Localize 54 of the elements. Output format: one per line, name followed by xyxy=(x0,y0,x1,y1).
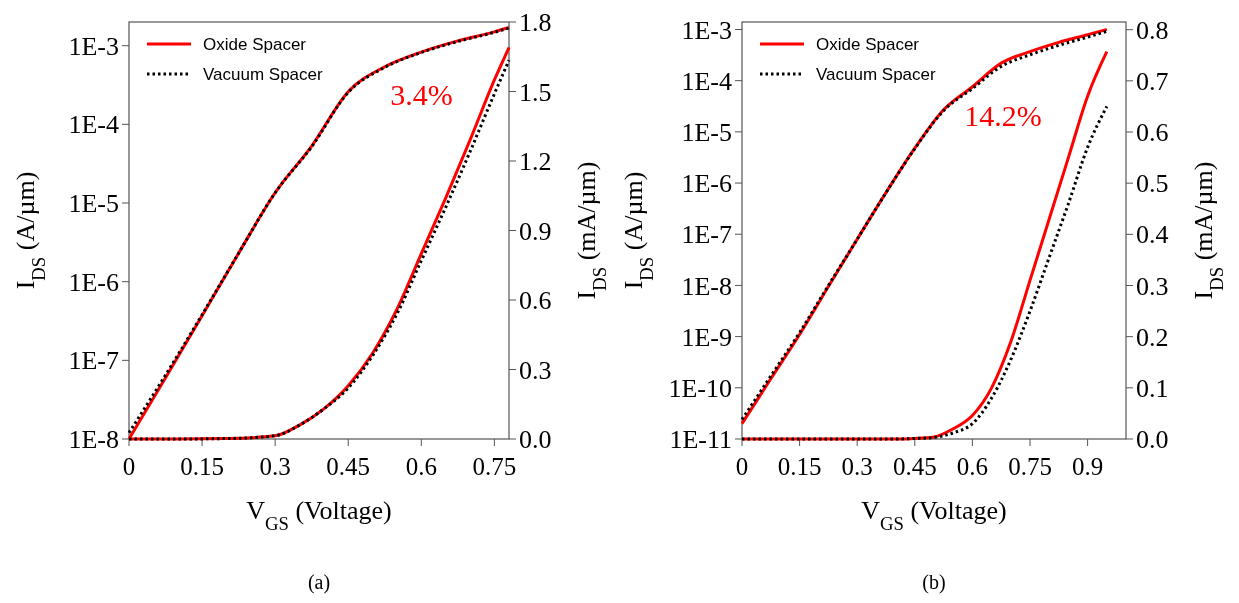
y2-tick-label: 0.9 xyxy=(519,216,552,246)
y2-tick-label: 0.2 xyxy=(1136,322,1169,352)
y2-tick-label: 0.6 xyxy=(1136,118,1169,148)
x-tick-label: 0.15 xyxy=(777,453,822,480)
y-tick-label: 1E-8 xyxy=(68,425,119,455)
annotation: 14.2% xyxy=(964,99,1042,133)
x-tick-label: 0.45 xyxy=(892,453,937,480)
y2-tick-label: 0.0 xyxy=(519,425,552,455)
legend-label: Vacuum Spacer xyxy=(816,64,937,84)
y2-tick-label: 0.1 xyxy=(1136,373,1169,403)
y2-tick-label: 0.3 xyxy=(519,355,552,385)
y-tick-label: 1E-4 xyxy=(68,110,119,140)
x-tick-label: 0.3 xyxy=(841,453,873,480)
y2-tick-label: 0.8 xyxy=(1136,15,1169,45)
y2-tick-label: 0.4 xyxy=(1136,220,1169,250)
y2-tick-label: 0.6 xyxy=(519,286,552,316)
text: (a) xyxy=(307,571,331,594)
y-tick-label: 1E-3 xyxy=(68,31,119,61)
x-tick-label: 0.15 xyxy=(180,453,224,480)
x-tick-label: 0.6 xyxy=(956,453,989,480)
x-tick-label: 0.75 xyxy=(472,453,517,480)
x-tick-label: 0 xyxy=(122,453,136,480)
y2-tick-label: 0.0 xyxy=(1136,425,1169,455)
x-axis-title: V$_{GS}$ (Voltage) xyxy=(861,496,1007,534)
text: (b) xyxy=(922,571,946,594)
x-tick-label: 0.9 xyxy=(1071,453,1104,480)
y-tick-label: 1E-11 xyxy=(669,425,732,455)
y2-tick-label: 0.7 xyxy=(1136,66,1169,96)
legend-label: Vacuum Spacer xyxy=(203,64,324,84)
y2-tick-label: 1.8 xyxy=(519,8,552,38)
x-tick-label: 0.6 xyxy=(405,453,437,480)
y-tick-label: 1E-7 xyxy=(681,220,732,250)
x-tick-label: 0 xyxy=(735,453,749,480)
x-axis-title: V$_{GS}$ (Voltage) xyxy=(246,496,392,534)
y-tick-label: 1E-6 xyxy=(68,267,119,297)
y-tick-label: 1E-3 xyxy=(681,15,732,45)
legend-label: Oxide Spacer xyxy=(816,34,920,54)
x-tick-label: 0.75 xyxy=(1008,453,1052,480)
legend-label: Oxide Spacer xyxy=(203,34,307,54)
y-tick-label: 1E-9 xyxy=(681,322,732,352)
y-tick-label: 1E-4 xyxy=(681,66,732,96)
y2-tick-label: 0.5 xyxy=(1136,169,1169,199)
y2-tick-label: 1.5 xyxy=(519,77,552,107)
y2-tick-label: 1.2 xyxy=(519,147,552,177)
y2-tick-label: 0.3 xyxy=(1136,271,1169,301)
y-tick-label: 1E-8 xyxy=(681,271,732,301)
y-tick-label: 1E-7 xyxy=(68,346,119,376)
x-tick-label: 0.3 xyxy=(259,453,291,480)
y-tick-label: 1E-5 xyxy=(68,189,119,219)
annotation: 3.4% xyxy=(390,78,453,112)
y-tick-label: 1E-10 xyxy=(668,373,732,403)
x-tick-label: 0.45 xyxy=(326,453,371,480)
y-tick-label: 1E-6 xyxy=(681,169,732,199)
y-tick-label: 1E-5 xyxy=(681,117,732,147)
